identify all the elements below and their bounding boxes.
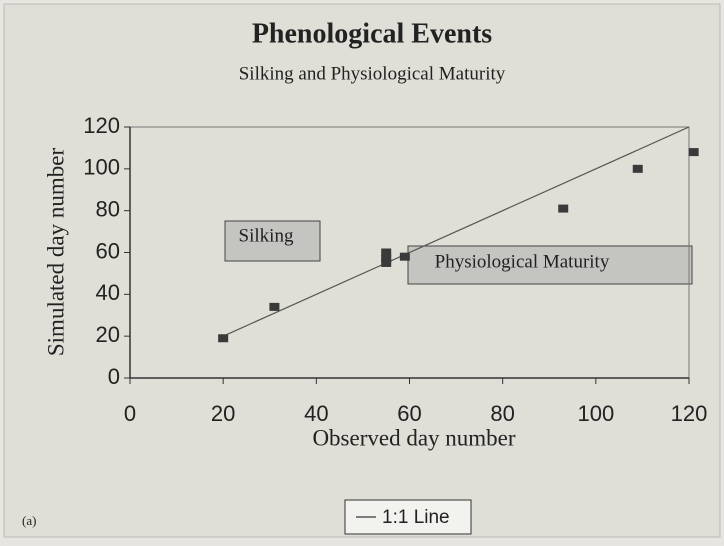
point xyxy=(381,248,392,257)
point xyxy=(218,334,229,343)
x-tick-label: 100 xyxy=(577,401,614,426)
annotation-box xyxy=(224,220,321,262)
chart-subtitle: Silking and Physiological Maturity xyxy=(239,63,506,84)
point xyxy=(632,164,643,173)
point xyxy=(381,254,392,263)
y-axis-label: Simulated day number xyxy=(43,148,68,357)
panel-label: (a) xyxy=(22,513,36,528)
x-axis-label: Observed day number xyxy=(312,425,515,450)
point xyxy=(688,148,699,157)
y-tick-label: 120 xyxy=(83,113,120,138)
chart-title: Phenological Events xyxy=(252,18,492,49)
x-tick-label: 0 xyxy=(124,401,136,426)
y-tick-label: 40 xyxy=(96,280,120,305)
y-tick-label: 80 xyxy=(96,196,120,221)
y-tick-label: 100 xyxy=(83,155,120,180)
x-tick-label: 40 xyxy=(304,401,328,426)
x-tick-label: 20 xyxy=(211,401,235,426)
point xyxy=(269,302,280,311)
point xyxy=(381,258,392,267)
y-tick-label: 20 xyxy=(96,322,120,347)
x-tick-label: 80 xyxy=(490,401,514,426)
point xyxy=(399,252,410,261)
legend-label: 1:1 Line xyxy=(382,507,450,528)
annotation: Physiological Maturity xyxy=(435,251,610,272)
annotation-box xyxy=(407,245,693,285)
annotation: Silking xyxy=(239,225,294,246)
point xyxy=(558,204,569,213)
x-tick-label: 60 xyxy=(397,401,421,426)
x-tick-label: 120 xyxy=(671,401,708,426)
line xyxy=(222,126,690,337)
y-tick-label: 0 xyxy=(108,364,120,389)
y-tick-label: 60 xyxy=(96,238,120,263)
